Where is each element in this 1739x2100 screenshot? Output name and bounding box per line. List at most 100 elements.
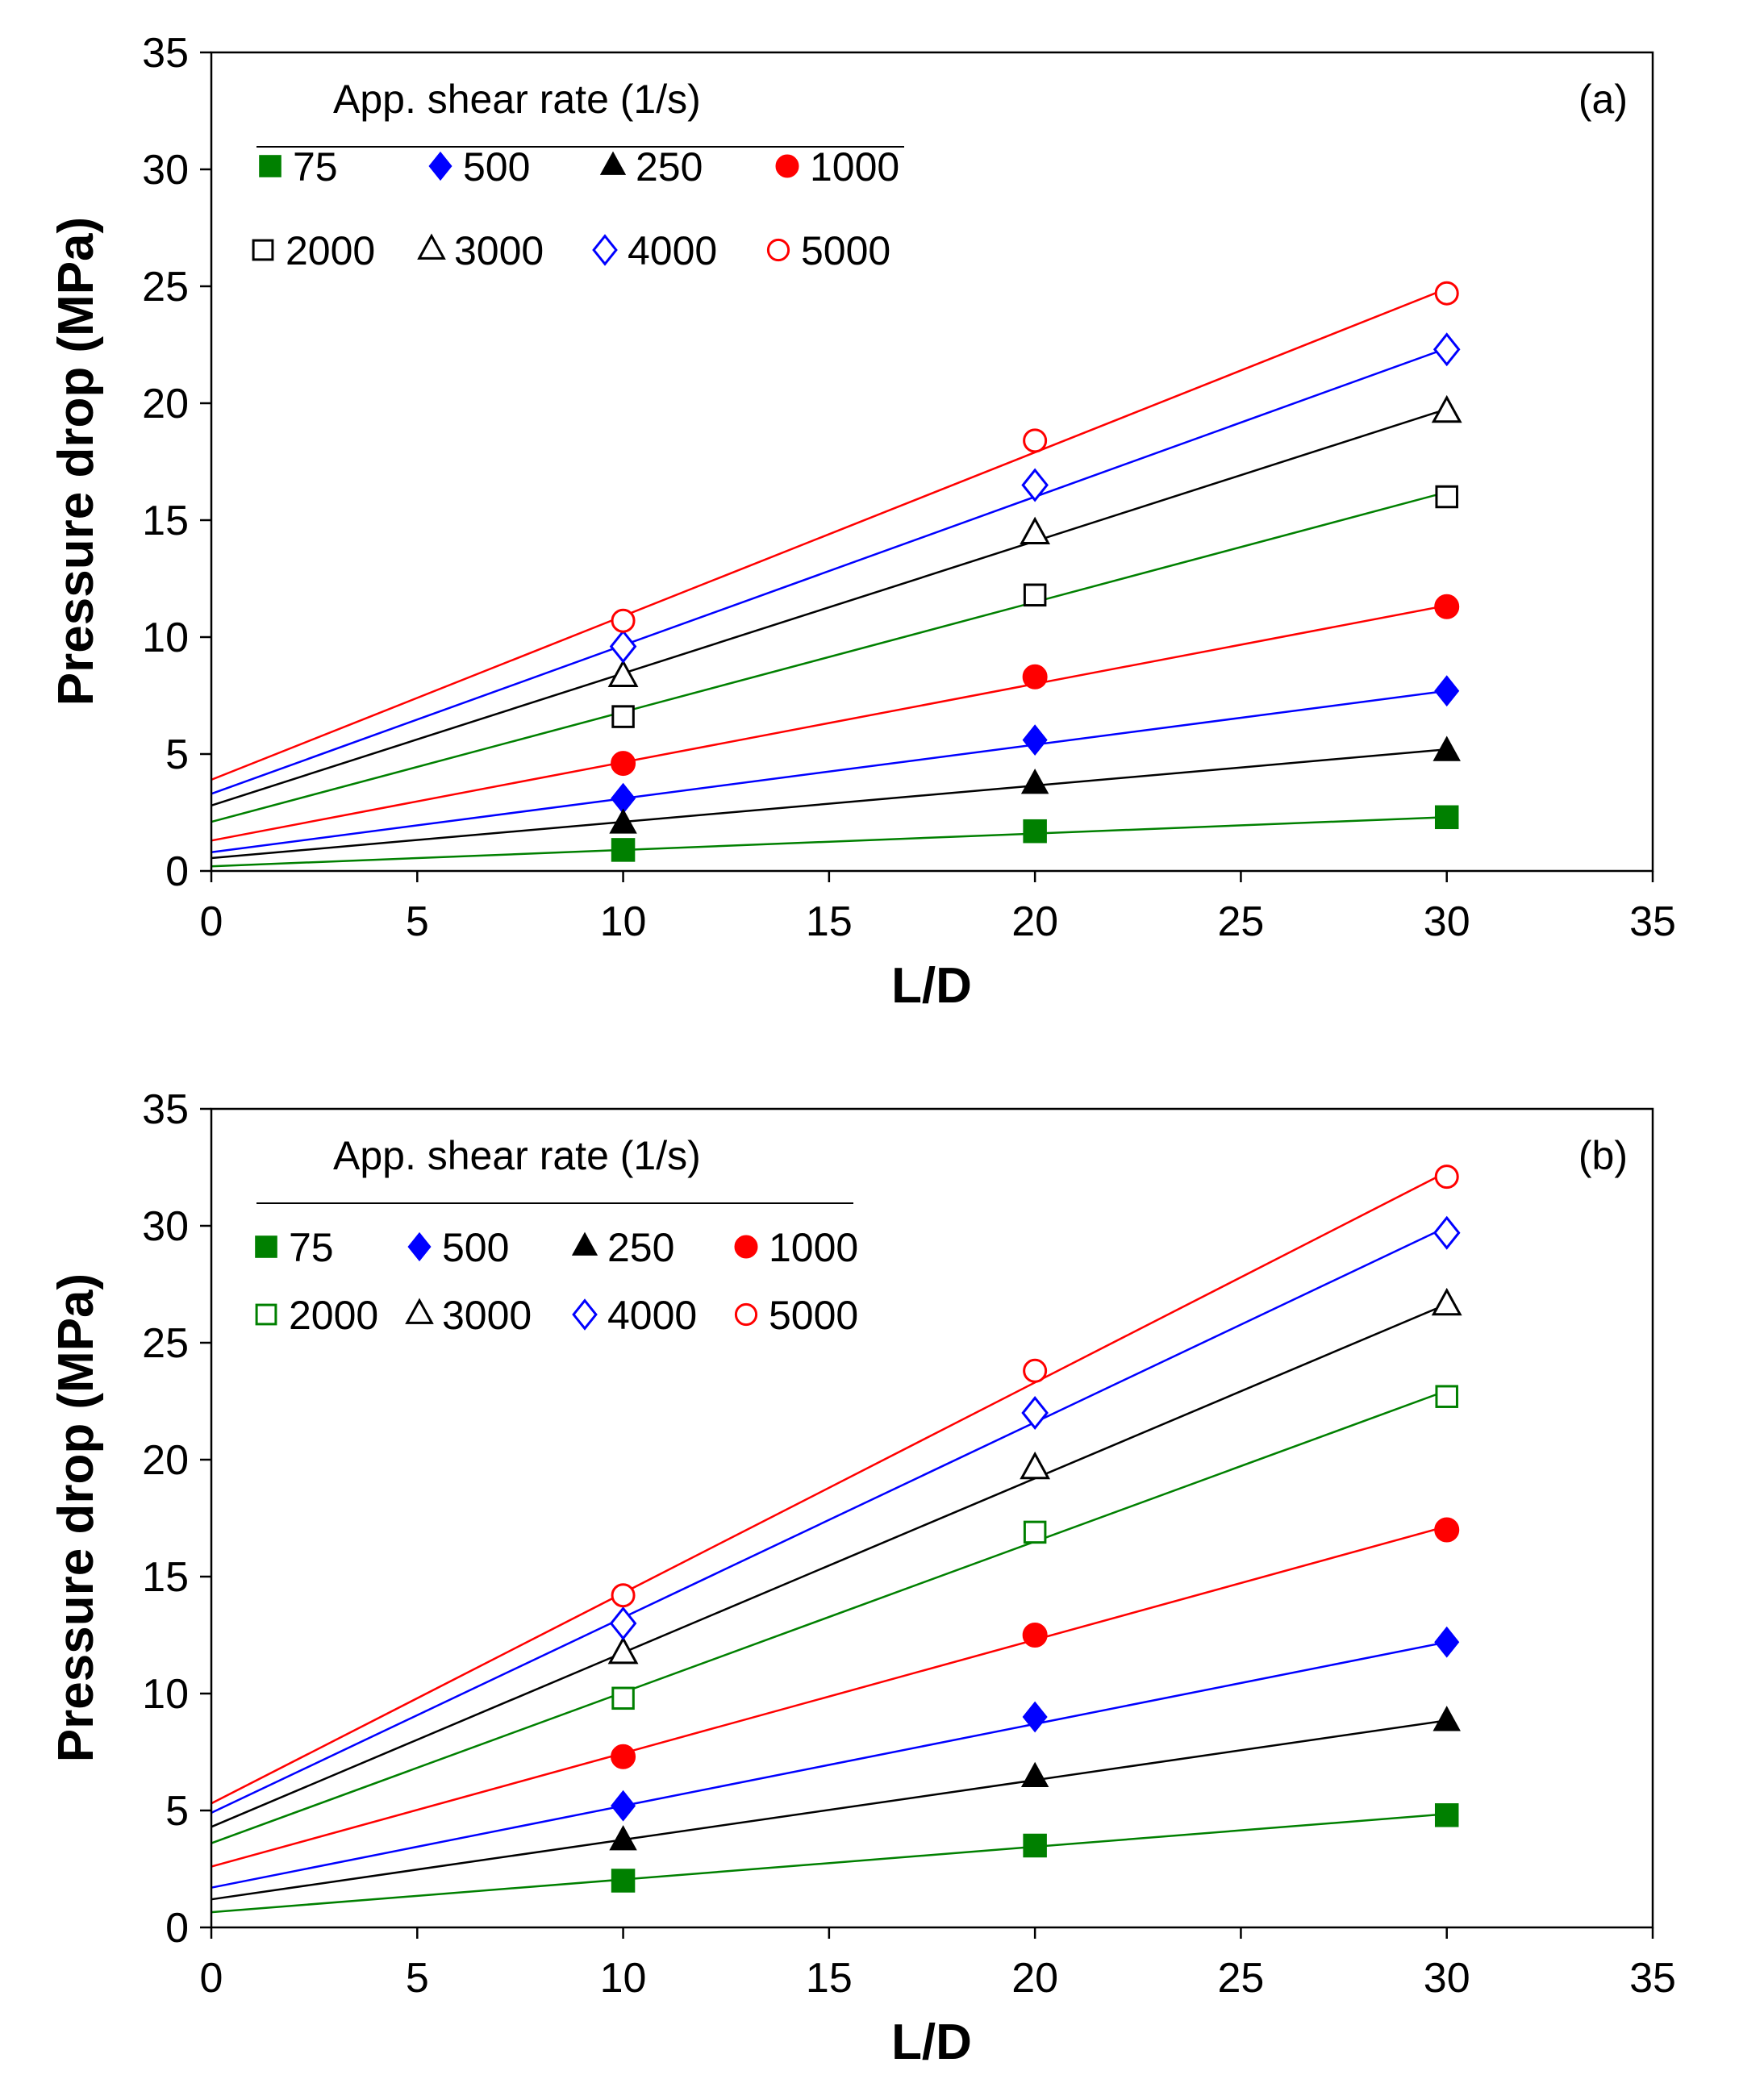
point-2000 bbox=[1023, 583, 1047, 607]
fit-line-250 bbox=[211, 748, 1447, 860]
y-tick-label: 20 bbox=[142, 381, 189, 427]
point-500 bbox=[1434, 1626, 1460, 1658]
plot-frame bbox=[210, 1107, 1654, 1929]
point-5000 bbox=[611, 1583, 636, 1608]
fit-line-3000 bbox=[211, 408, 1448, 806]
point-3000 bbox=[607, 1635, 639, 1665]
legend-marker-1000 bbox=[734, 1235, 758, 1259]
plot-frame bbox=[210, 51, 1654, 873]
legend-label-2000: 2000 bbox=[289, 1293, 378, 1338]
y-tick-label: 30 bbox=[142, 147, 189, 194]
legend-marker-2000 bbox=[255, 1303, 277, 1326]
point-250 bbox=[1020, 1761, 1049, 1788]
point-5000 bbox=[1434, 1165, 1459, 1190]
point-4000 bbox=[1021, 468, 1049, 502]
legend-marker-2000 bbox=[252, 239, 274, 261]
fit-line-5000 bbox=[211, 287, 1448, 781]
legend-title: App. shear rate (1/s) bbox=[333, 77, 701, 122]
y-tick-label: 15 bbox=[142, 1554, 189, 1601]
legend-marker-4000 bbox=[572, 1298, 598, 1331]
point-250 bbox=[1432, 735, 1461, 761]
y-tick-label: 35 bbox=[142, 30, 189, 77]
x-axis-title: L/D bbox=[891, 958, 972, 1014]
legend-label-3000: 3000 bbox=[442, 1293, 532, 1338]
point-1000 bbox=[611, 1744, 636, 1769]
point-75 bbox=[1434, 805, 1459, 830]
legend-marker-500 bbox=[428, 151, 452, 181]
legend-label-500: 500 bbox=[442, 1225, 509, 1270]
x-tick-label: 0 bbox=[200, 898, 223, 945]
point-75 bbox=[1434, 1803, 1459, 1827]
point-1000 bbox=[1022, 664, 1048, 690]
x-tick-label: 25 bbox=[1218, 1955, 1265, 2002]
fit-line-5000 bbox=[211, 1171, 1448, 1805]
fit-line-4000 bbox=[211, 1226, 1448, 1815]
legend-label-3000: 3000 bbox=[454, 228, 544, 273]
legend-label-5000: 5000 bbox=[801, 228, 890, 273]
axes: 0 5 10 15 20 25 30 35 0 5 10 15 20 25 30 35 bbox=[142, 30, 1676, 945]
y-tick-label: 5 bbox=[165, 731, 189, 778]
point-1000 bbox=[611, 751, 636, 777]
point-250 bbox=[609, 808, 637, 834]
point-75 bbox=[1023, 819, 1047, 844]
legend: 75 500 250 1000 2000 3000 4000 5000 bbox=[252, 144, 899, 273]
x-tick-label: 10 bbox=[600, 1955, 647, 2002]
legend-label-75: 75 bbox=[293, 144, 338, 190]
legend-label-1000: 1000 bbox=[810, 144, 899, 190]
y-tick-label: 0 bbox=[165, 1905, 189, 1952]
point-3000 bbox=[1020, 1451, 1051, 1480]
legend-marker-75 bbox=[255, 1235, 277, 1258]
point-3000 bbox=[1020, 516, 1051, 545]
point-250 bbox=[1432, 1706, 1461, 1731]
y-tick-label: 15 bbox=[142, 498, 189, 544]
point-5000 bbox=[611, 608, 636, 633]
point-5000 bbox=[1023, 1358, 1048, 1383]
x-tick-label: 0 bbox=[200, 1955, 223, 2002]
point-4000 bbox=[609, 629, 637, 664]
x-axis-title: L/D bbox=[891, 2015, 972, 2070]
point-1000 bbox=[1434, 594, 1460, 619]
fit-line-75 bbox=[211, 816, 1447, 868]
point-2000 bbox=[611, 1686, 635, 1710]
legend-marker-4000 bbox=[592, 234, 618, 266]
x-tick-label: 35 bbox=[1629, 898, 1676, 945]
x-tick-label: 10 bbox=[600, 898, 647, 945]
point-500 bbox=[1434, 675, 1460, 707]
x-tick-label: 35 bbox=[1629, 1955, 1676, 2002]
x-tick-label: 30 bbox=[1424, 1955, 1470, 2002]
legend-marker-3000 bbox=[417, 233, 446, 260]
data-points bbox=[607, 281, 1462, 862]
y-tick-label: 25 bbox=[142, 264, 189, 310]
point-4000 bbox=[1432, 1215, 1461, 1250]
point-250 bbox=[1020, 769, 1049, 794]
legend-label-5000: 5000 bbox=[769, 1293, 858, 1338]
fit-line-2000 bbox=[211, 490, 1448, 823]
point-2000 bbox=[1435, 485, 1458, 509]
legend: 75 500 250 1000 2000 3000 4000 5000 bbox=[255, 1225, 858, 1338]
legend-marker-250 bbox=[599, 151, 627, 175]
point-3000 bbox=[607, 659, 639, 687]
legend-marker-250 bbox=[571, 1231, 598, 1256]
point-250 bbox=[609, 1825, 637, 1851]
fit-line-1000 bbox=[211, 1525, 1448, 1868]
point-500 bbox=[1022, 724, 1048, 756]
x-tick-label: 5 bbox=[406, 1955, 429, 2002]
fit-line-1000 bbox=[211, 604, 1447, 842]
y-tick-label: 30 bbox=[142, 1203, 189, 1250]
y-tick-label: 25 bbox=[142, 1320, 189, 1367]
y-axis-title: Pressure drop (MPa) bbox=[48, 1273, 104, 1762]
legend-label-2000: 2000 bbox=[286, 228, 375, 273]
legend-title: App. shear rate (1/s) bbox=[333, 1133, 701, 1178]
axes: 0 5 10 15 20 25 30 35 0 5 10 15 20 25 30 35 bbox=[142, 1086, 1676, 2002]
legend-marker-1000 bbox=[775, 154, 799, 178]
x-tick-label: 15 bbox=[806, 1955, 853, 2002]
point-2000 bbox=[1435, 1385, 1458, 1408]
legend-marker-5000 bbox=[734, 1302, 758, 1327]
point-5000 bbox=[1434, 281, 1459, 306]
y-tick-label: 35 bbox=[142, 1086, 189, 1133]
panel-b: 0 5 10 15 20 25 30 35 0 5 10 15 20 25 30 35 (b) App. sh… bbox=[48, 1086, 1676, 2070]
x-tick-label: 5 bbox=[406, 898, 429, 945]
fit-lines bbox=[211, 1171, 1448, 1914]
fit-lines bbox=[211, 287, 1448, 868]
y-axis-title: Pressure drop (MPa) bbox=[48, 217, 104, 706]
